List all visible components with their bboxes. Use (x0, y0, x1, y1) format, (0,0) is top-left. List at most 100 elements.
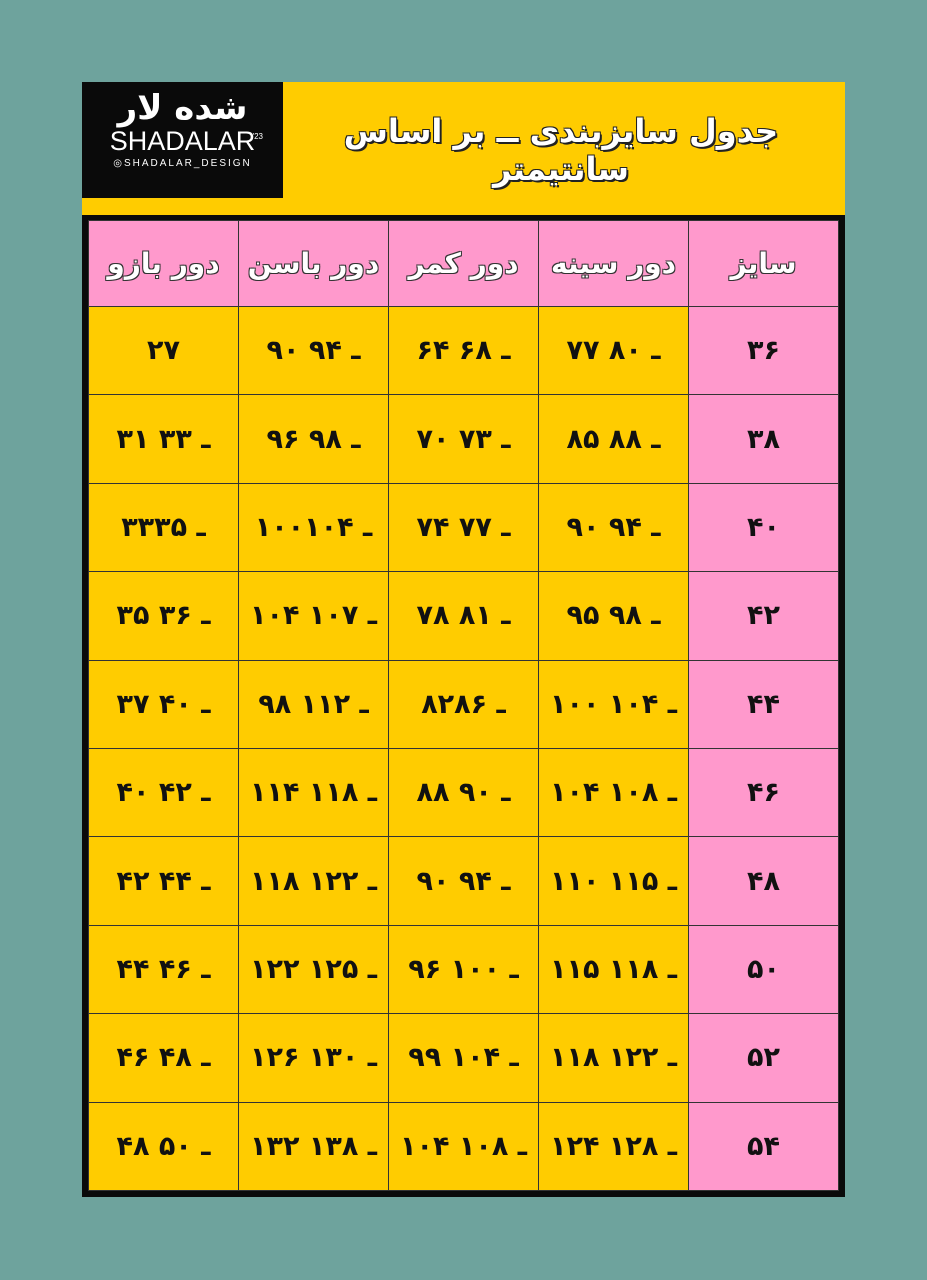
cell-value: ۹۰ ـ ۹۴ (266, 335, 361, 367)
measurement-cell: ۹۰ ـ ۹۴ (388, 836, 539, 926)
measurement-cell: ۱۲۲ ـ ۱۲۵ (238, 924, 389, 1015)
cell-value: ۷۸ ـ ۸۱ (416, 600, 511, 632)
measurement-cell: ۱۲۴ ـ ۱۲۸ (538, 1101, 689, 1192)
measurement-cell: ۳۳ـ ۳۵ (88, 482, 239, 573)
logo-year: '23 (252, 132, 263, 141)
measurement-cell: ۱۱۸ ـ ۱۲۲ (538, 1013, 689, 1103)
measurement-cell: ۱۲۶ ـ ۱۳۰ (238, 1013, 389, 1103)
cell-value: ۷۷ ـ ۸۰ (566, 335, 661, 367)
cell-value: ۱۰۰ ـ ۱۰۴ (550, 688, 677, 720)
table-row: ۳۶ ۷۷ ـ ۸۰ ۶۴ ـ ۶۸ ۹۰ ـ ۹۴ ۲۷ (88, 305, 839, 396)
measurement-cell: ۷۷ ـ ۸۰ (538, 305, 689, 396)
column-header: دور باسن (238, 220, 389, 307)
cell-value: ۸۸ ـ ۹۰ (416, 777, 511, 809)
measurement-cell: ۶۴ ـ ۶۸ (388, 305, 539, 396)
measurement-cell: ۱۱۸ ـ ۱۲۲ (238, 836, 389, 926)
cell-value: ۸۵ ـ ۸۸ (566, 423, 661, 455)
cell-value: ۵۴ (747, 1130, 780, 1162)
measurement-cell: ۱۱۵ ـ ۱۱۸ (538, 924, 689, 1015)
column-header: سایز (688, 220, 839, 307)
cell-value: ۴۰ (747, 511, 780, 543)
column-header: دور سینه (538, 220, 689, 307)
table-row: ۴۰ ۹۰ ـ ۹۴ ۷۴ ـ ۷۷ ۱۰۰ـ ۱۰۴ ۳۳ـ ۳۵ (88, 482, 839, 573)
size-cell: ۴۸ (688, 836, 839, 926)
cell-value: ۱۰۴ ـ ۱۰۸ (550, 777, 677, 809)
cell-value: ۱۰۴ ـ ۱۰۷ (250, 600, 377, 632)
cell-value: ۳۳ـ ۳۵ (121, 511, 206, 543)
cell-value: ۱۰۴ ـ ۱۰۸ (400, 1130, 527, 1162)
measurement-cell: ۳۱ ـ ۳۳ (88, 394, 239, 484)
cell-value: ۱۱۰ ـ ۱۱۵ (550, 865, 677, 897)
cell-value: ۶۴ ـ ۶۸ (416, 335, 511, 367)
size-cell: ۵۰ (688, 924, 839, 1015)
measurement-cell: ۱۰۴ ـ ۱۰۸ (388, 1101, 539, 1192)
cell-value: ۱۲۴ ـ ۱۲۸ (550, 1130, 677, 1162)
cell-value: ۱۱۸ ـ ۱۲۲ (550, 1042, 677, 1074)
measurement-cell: ۴۲ ـ ۴۴ (88, 836, 239, 926)
measurement-cell: ۷۰ ـ ۷۳ (388, 394, 539, 484)
logo-persian: شده لار (117, 88, 248, 128)
table-row: ۴۸ ۱۱۰ ـ ۱۱۵ ۹۰ ـ ۹۴ ۱۱۸ ـ ۱۲۲ ۴۲ ـ ۴۴ (88, 836, 839, 926)
cell-value: ۴۲ (747, 600, 780, 632)
page-title: جدول سایزبندی ــ بر اساس سانتیمتر (343, 112, 779, 188)
cell-value: ۱۳۲ ـ ۱۳۸ (250, 1130, 377, 1162)
cell-value: ۳۷ ـ ۴۰ (116, 688, 211, 720)
table-row: ۳۸ ۸۵ ـ ۸۸ ۷۰ ـ ۷۳ ۹۶ ـ ۹۸ ۳۱ ـ ۳۳ (88, 394, 839, 484)
cell-value: ۲۷ (147, 335, 180, 367)
cell-value: ۹۹ ـ ۱۰۴ (408, 1042, 519, 1074)
measurement-cell: ۲۷ (88, 305, 239, 396)
cell-value: ۱۰۰ـ ۱۰۴ (254, 511, 373, 543)
measurement-cell: ۳۵ ـ ۳۶ (88, 571, 239, 661)
size-cell: ۳۸ (688, 394, 839, 484)
measurement-cell: ۱۳۲ ـ ۱۳۸ (238, 1101, 389, 1192)
measurement-cell: ۱۰۴ ـ ۱۰۸ (538, 747, 689, 838)
measurement-cell: ۹۰ ـ ۹۴ (538, 482, 689, 573)
table-row: ۵۴ ۱۲۴ ـ ۱۲۸ ۱۰۴ ـ ۱۰۸ ۱۳۲ ـ ۱۳۸ ۴۸ ـ ۵۰ (88, 1101, 839, 1192)
size-table: سایز دور سینه دور کمر دور باسن دور بازو ۳۶ ۷۷… (88, 220, 839, 1192)
measurement-cell: ۴۴ ـ ۴۶ (88, 924, 239, 1015)
measurement-cell: ۹۵ ـ ۹۸ (538, 571, 689, 661)
cell-value: ۹۶ ـ ۱۰۰ (408, 953, 519, 985)
size-table-frame: سایز دور سینه دور کمر دور باسن دور بازو ۳۶ ۷۷… (82, 215, 845, 1197)
measurement-cell: ۳۷ ـ ۴۰ (88, 659, 239, 749)
measurement-cell: ۹۶ ـ ۱۰۰ (388, 924, 539, 1015)
cell-value: ۹۰ ـ ۹۴ (566, 511, 661, 543)
cell-value: ۴۸ (747, 865, 780, 897)
cell-value: ۹۰ ـ ۹۴ (416, 865, 511, 897)
brand-logo: شده لار SHADALAR '23 ◎SHADALAR_DESIGN (82, 82, 283, 198)
cell-value: ۳۸ (747, 423, 780, 455)
logo-instagram: SHADALAR_DESIGN (123, 158, 252, 169)
measurement-cell: ۱۰۰ ـ ۱۰۴ (538, 659, 689, 749)
cell-value: ۴۴ (747, 688, 780, 720)
table-header-row: سایز دور سینه دور کمر دور باسن دور بازو (88, 220, 839, 307)
cell-value: ۷۰ ـ ۷۳ (416, 423, 511, 455)
measurement-cell: ۴۰ ـ ۴۲ (88, 747, 239, 838)
cell-value: ۱۲۶ ـ ۱۳۰ (250, 1042, 377, 1074)
cell-value: ۴۸ ـ ۵۰ (116, 1130, 211, 1162)
measurement-cell: ۹۸ ـ ۱۱۲ (238, 659, 389, 749)
cell-value: ۴۶ (747, 777, 780, 809)
measurement-cell: ۷۴ ـ ۷۷ (388, 482, 539, 573)
instagram-icon: ◎ (113, 158, 124, 169)
cell-value: ۷۴ ـ ۷۷ (416, 511, 511, 543)
cell-value: ۴۶ ـ ۴۸ (116, 1042, 211, 1074)
size-cell: ۴۴ (688, 659, 839, 749)
cell-value: ۵۰ (747, 953, 780, 985)
table-row: ۵۲ ۱۱۸ ـ ۱۲۲ ۹۹ ـ ۱۰۴ ۱۲۶ ـ ۱۳۰ ۴۶ ـ ۴۸ (88, 1013, 839, 1103)
measurement-cell: ۱۰۴ ـ ۱۰۷ (238, 571, 389, 661)
cell-value: ۹۸ ـ ۱۱۲ (258, 688, 369, 720)
measurement-cell: ۷۸ ـ ۸۱ (388, 571, 539, 661)
table-row: ۴۴ ۱۰۰ ـ ۱۰۴ ۸۲ـ ۸۶ ۹۸ ـ ۱۱۲ ۳۷ ـ ۴۰ (88, 659, 839, 749)
measurement-cell: ۸۸ ـ ۹۰ (388, 747, 539, 838)
cell-value: ۱۲۲ ـ ۱۲۵ (250, 953, 377, 985)
cell-value: ۹۶ ـ ۹۸ (266, 423, 361, 455)
cell-value: ۴۰ ـ ۴۲ (116, 777, 211, 809)
column-header: دور کمر (388, 220, 539, 307)
measurement-cell: ۹۹ ـ ۱۰۴ (388, 1013, 539, 1103)
measurement-cell: ۱۱۴ ـ ۱۱۸ (238, 747, 389, 838)
size-cell: ۵۴ (688, 1101, 839, 1192)
cell-value: ۳۵ ـ ۳۶ (116, 600, 211, 632)
cell-value: ۱۱۸ ـ ۱۲۲ (250, 865, 377, 897)
measurement-cell: ۸۵ ـ ۸۸ (538, 394, 689, 484)
size-cell: ۳۶ (688, 305, 839, 396)
